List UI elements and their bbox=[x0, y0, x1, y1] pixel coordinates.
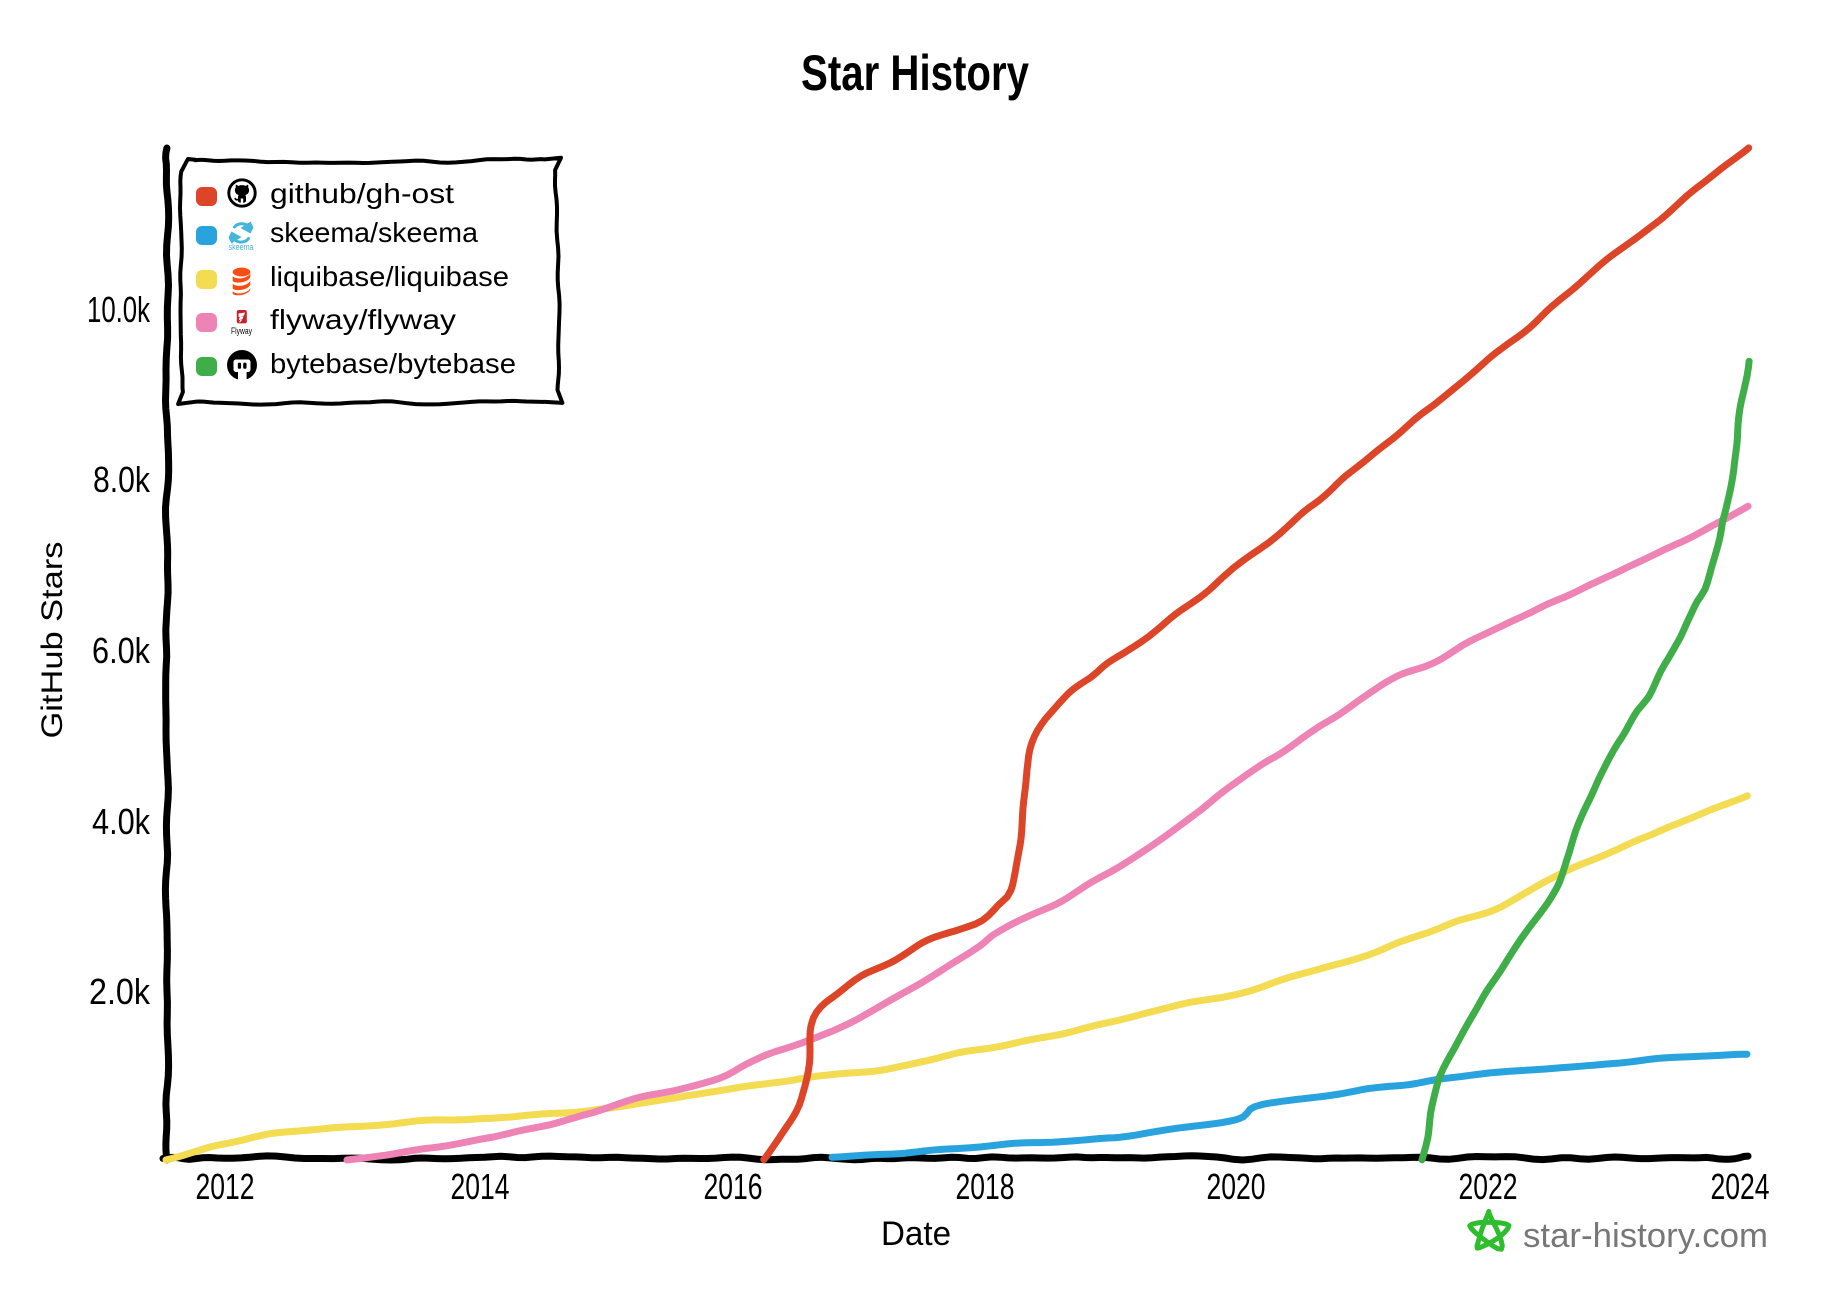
svg-text:2012: 2012 bbox=[196, 1166, 255, 1207]
svg-text:Star History: Star History bbox=[801, 45, 1029, 101]
svg-text:2018: 2018 bbox=[956, 1166, 1015, 1207]
svg-text:skeema/skeema: skeema/skeema bbox=[270, 217, 478, 248]
svg-text:bytebase/bytebase: bytebase/bytebase bbox=[270, 348, 516, 379]
svg-text:github/gh-ost: github/gh-ost bbox=[270, 178, 454, 209]
svg-text:flyway/flyway: flyway/flyway bbox=[270, 304, 456, 335]
svg-text:6.0k: 6.0k bbox=[92, 630, 151, 671]
svg-text:2020: 2020 bbox=[1207, 1166, 1266, 1207]
svg-text:2014: 2014 bbox=[451, 1166, 510, 1207]
svg-text:skeema: skeema bbox=[229, 242, 254, 252]
svg-text:GitHub Stars: GitHub Stars bbox=[36, 542, 69, 739]
svg-text:4.0k: 4.0k bbox=[92, 801, 151, 842]
svg-text:Flyway: Flyway bbox=[231, 326, 252, 336]
svg-text:2016: 2016 bbox=[704, 1166, 763, 1207]
svg-text:2024: 2024 bbox=[1711, 1166, 1770, 1207]
svg-text:8.0k: 8.0k bbox=[93, 459, 151, 500]
svg-text:star-history.com: star-history.com bbox=[1523, 1217, 1768, 1255]
svg-text:2.0k: 2.0k bbox=[89, 971, 151, 1012]
svg-text:Date: Date bbox=[881, 1215, 951, 1253]
svg-text:10.0k: 10.0k bbox=[87, 289, 151, 330]
svg-text:liquibase/liquibase: liquibase/liquibase bbox=[270, 261, 509, 292]
svg-text:2022: 2022 bbox=[1459, 1166, 1518, 1207]
